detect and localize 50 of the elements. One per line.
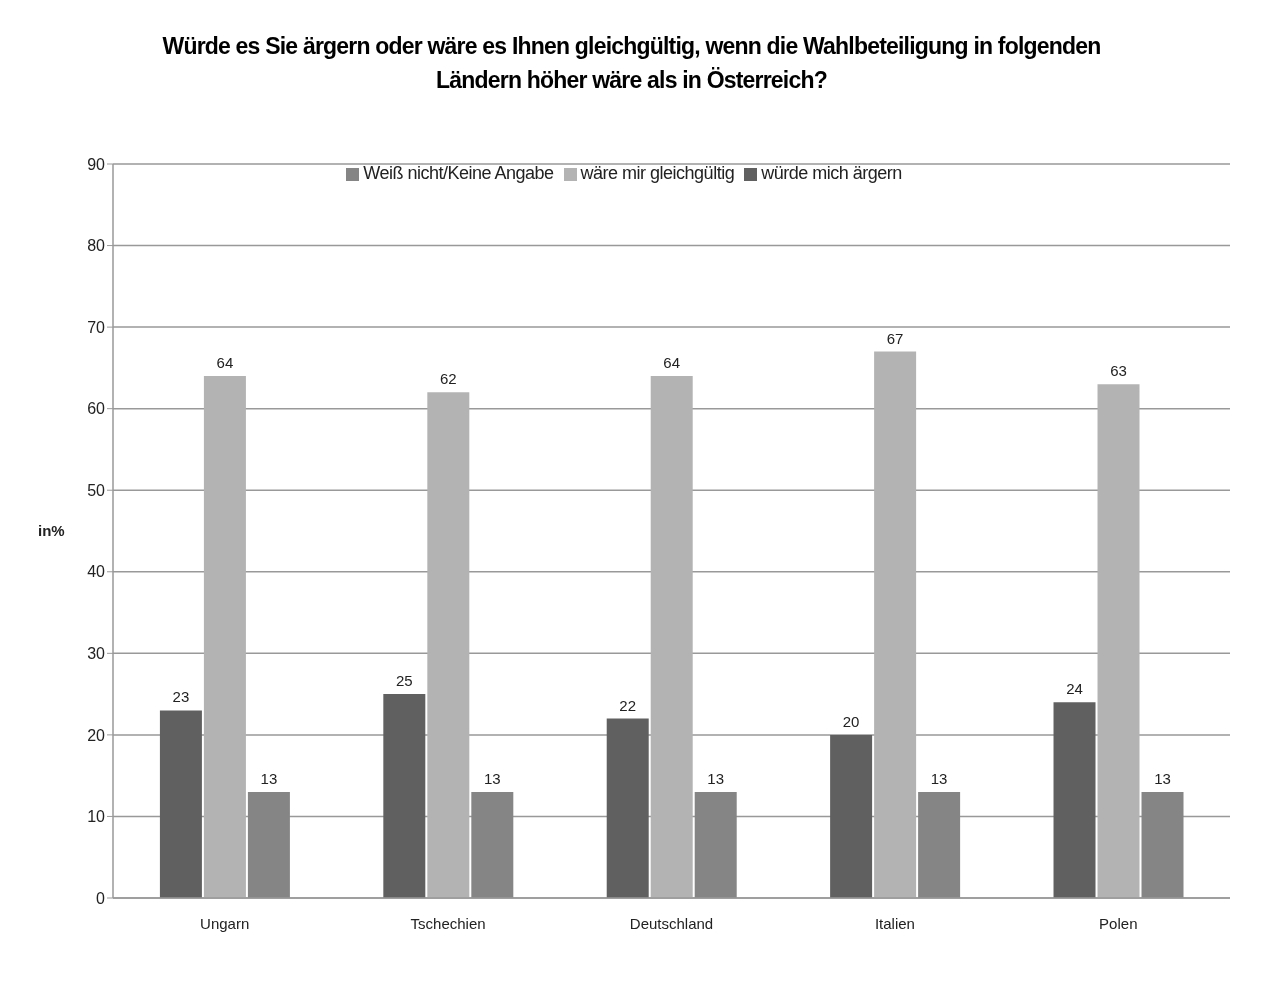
bar [874, 351, 917, 898]
data-label: 62 [439, 370, 457, 388]
y-tick-label: 90 [87, 155, 106, 173]
data-label: 13 [483, 769, 501, 787]
bar [830, 734, 873, 898]
data-label: 23 [172, 688, 190, 706]
bar [918, 791, 961, 898]
y-tick-label: 10 [87, 808, 106, 826]
data-label: 13 [1154, 769, 1171, 787]
x-tick-label: Italien [874, 914, 915, 932]
y-tick-label: 50 [87, 481, 106, 499]
y-tick-label: 30 [87, 645, 106, 663]
data-label: 63 [1110, 362, 1127, 380]
legend-label: Weiß nicht/Keine Angabe [363, 163, 554, 183]
x-tick-label: Tschechien [410, 914, 486, 932]
bar [203, 376, 246, 898]
y-tick-label: 40 [87, 563, 106, 581]
bar [383, 694, 426, 898]
bar [247, 791, 290, 898]
y-tick-label: 0 [96, 889, 106, 907]
data-label: 13 [707, 769, 725, 787]
bar [694, 791, 737, 898]
y-tick-label: 20 [87, 726, 106, 744]
data-label: 22 [619, 696, 637, 714]
bar [159, 710, 202, 898]
data-label: 13 [260, 769, 278, 787]
bar [427, 392, 470, 898]
data-label: 25 [395, 672, 413, 690]
y-tick-label: 80 [87, 237, 106, 255]
data-label: 13 [930, 769, 948, 787]
y-tick-label: 60 [87, 400, 106, 418]
x-tick-label: Polen [1099, 914, 1138, 932]
data-label: 67 [886, 329, 904, 347]
bar [606, 718, 649, 898]
legend-label: würde mich ärgern [761, 163, 902, 183]
x-tick-label: Ungarn [200, 914, 250, 932]
bar [650, 376, 693, 898]
bar [1141, 791, 1184, 898]
bar [1097, 384, 1140, 898]
data-label: 64 [216, 354, 234, 372]
legend-label: wäre mir gleichgültig [580, 163, 735, 183]
data-label: 24 [1066, 680, 1083, 698]
bar [471, 791, 514, 898]
data-label: 20 [842, 712, 860, 730]
x-tick-label: Deutschland [629, 914, 714, 932]
bar [1053, 702, 1096, 898]
chart-title: Würde es Sie ärgern oder wäre es Ihnen gleichgültig, wenn die Wahlbeteiligung in folgenden Ländern höher wäre als in Österreich? [161, 32, 1102, 95]
data-label: 64 [663, 354, 681, 372]
y-tick-label: 70 [87, 318, 106, 336]
y-axis-title: in% [38, 522, 65, 540]
